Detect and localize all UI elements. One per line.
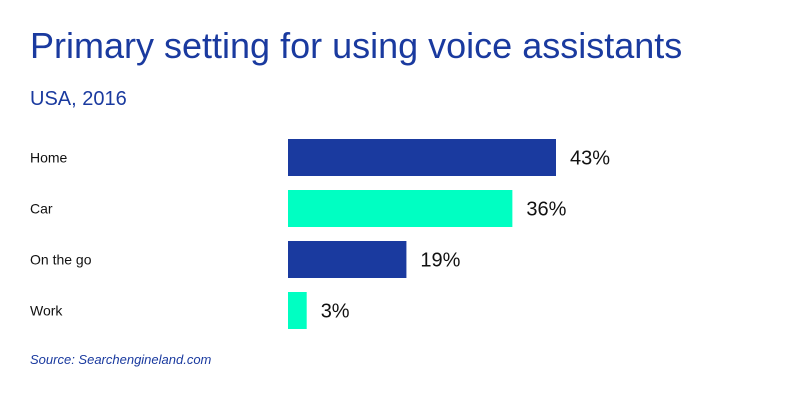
value-label-work: 3% bbox=[321, 301, 350, 323]
chart-title: Primary setting for using voice assistan… bbox=[30, 25, 683, 66]
category-label-car: Car bbox=[30, 201, 53, 217]
value-label-on-the-go: 19% bbox=[420, 250, 460, 272]
value-label-home: 43% bbox=[570, 148, 610, 170]
chart-source: Source: Searchengineland.com bbox=[30, 352, 212, 367]
category-label-work: Work bbox=[30, 303, 63, 319]
value-label-car: 36% bbox=[526, 199, 566, 221]
bar-home bbox=[288, 139, 556, 176]
bar-on-the-go bbox=[288, 241, 407, 278]
category-label-home: Home bbox=[30, 150, 68, 166]
bar-car bbox=[288, 190, 513, 227]
bar-work bbox=[288, 292, 307, 329]
category-label-on-the-go: On the go bbox=[30, 252, 92, 268]
chart-subtitle: USA, 2016 bbox=[30, 88, 127, 110]
